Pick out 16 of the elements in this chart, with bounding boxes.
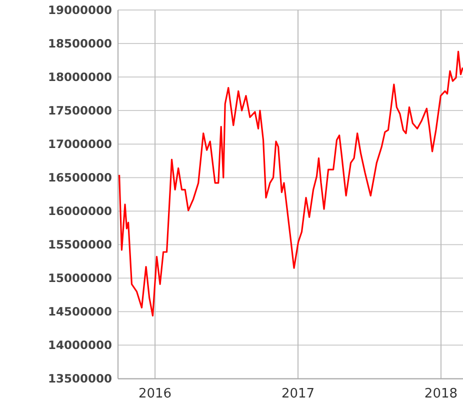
- y-tick-label: 18000000: [48, 70, 112, 84]
- y-tick-label: 16000000: [48, 204, 112, 218]
- y-tick-label: 17000000: [48, 137, 112, 152]
- y-tick-label: 13500000: [48, 372, 112, 386]
- y-tick-label: 19000000: [48, 3, 112, 18]
- y-tick-label: 14000000: [48, 338, 112, 352]
- x-tick-label: 2017: [281, 386, 315, 402]
- y-tick-label: 15500000: [48, 238, 112, 252]
- y-tick-label: 16500000: [48, 170, 112, 185]
- y-tick-label: 17500000: [48, 104, 112, 118]
- line-series: [118, 50, 463, 316]
- x-tick-label: 2018: [424, 386, 458, 402]
- y-tick-label: 18500000: [48, 36, 112, 51]
- y-tick-label: 15000000: [48, 271, 112, 286]
- x-tick-label: 2016: [138, 386, 172, 402]
- y-tick-label: 14500000: [48, 304, 112, 319]
